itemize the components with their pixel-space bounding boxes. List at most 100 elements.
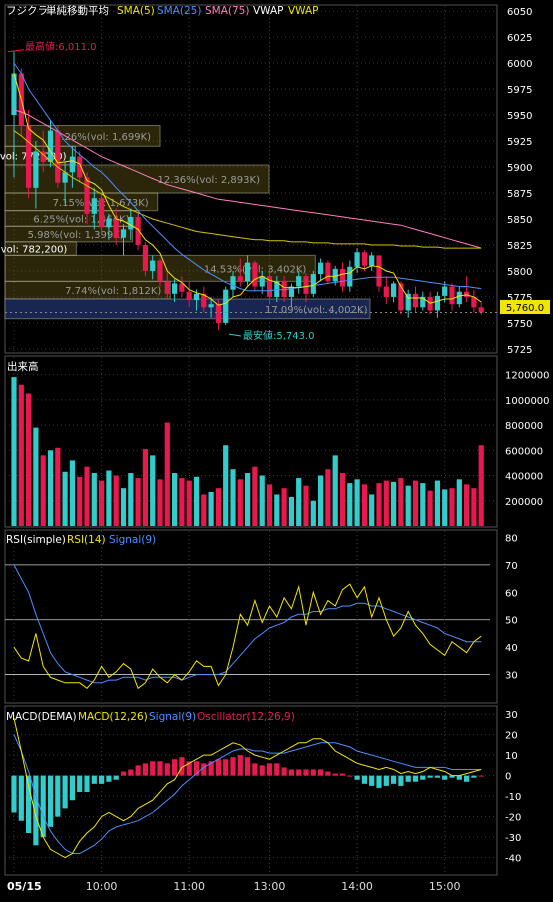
volume-bar — [434, 480, 440, 526]
candle-body — [47, 130, 54, 162]
macd-layer — [11, 718, 484, 859]
volume-bar — [40, 455, 46, 526]
oscillator-bar — [318, 769, 324, 776]
volume-bar — [193, 476, 200, 526]
price-tick-label: 5950 — [507, 111, 532, 122]
volume-profile-label: 5.98%(vol: 1,399K) — [28, 230, 124, 241]
candle-body — [456, 291, 462, 305]
oscillator-bar — [215, 759, 221, 776]
oscillator-bar — [33, 775, 39, 846]
legend-rsi14[interactable]: RSI(14) — [67, 534, 106, 546]
candle-body — [464, 291, 470, 297]
macd-tick-label: -10 — [505, 792, 521, 803]
volume-panel-frame — [4, 355, 498, 528]
candle-body — [259, 276, 265, 287]
volume-bar — [347, 483, 353, 526]
time-axis-label: 15:00 — [429, 880, 461, 893]
oscillator-bar — [427, 775, 433, 778]
legend-sma25[interactable]: SMA(25) — [157, 5, 201, 17]
candle-body — [69, 156, 75, 173]
oscillator-bar — [347, 775, 353, 777]
legend-sma75[interactable]: SMA(75) — [205, 5, 249, 17]
candle-body — [252, 262, 258, 287]
oscillator-bar — [434, 775, 440, 778]
volume-tick-label: 600000 — [505, 446, 543, 457]
volume-bar — [325, 469, 331, 526]
volume-bar — [106, 470, 112, 526]
legend-vwap-yellow[interactable]: VWAP — [288, 5, 319, 17]
candle-body — [383, 286, 389, 297]
candle-body — [99, 198, 105, 228]
volume-bar — [55, 447, 61, 526]
volume-bar — [142, 449, 148, 526]
oscillator-bar — [339, 773, 346, 776]
oscillator-bar — [252, 763, 258, 776]
time-axis-label: 14:00 — [341, 880, 373, 893]
oscillator-bar — [245, 757, 251, 776]
candle-body — [318, 262, 324, 275]
legend-sma5[interactable]: SMA(5) — [117, 5, 155, 17]
volume-bar — [47, 450, 54, 526]
oscillator-bar — [77, 775, 83, 793]
oscillator-bar — [325, 771, 331, 776]
candle-body — [157, 260, 163, 282]
rsi-panel-title: RSI(simple) — [6, 534, 66, 546]
candle-body — [135, 216, 141, 245]
volume-bar — [442, 489, 448, 526]
oscillator-bar — [62, 775, 68, 809]
oscillator-bar — [281, 767, 287, 776]
candle-body — [376, 255, 382, 287]
candle-body — [164, 281, 170, 294]
price-tick-label: 5875 — [507, 189, 532, 200]
volume-bar — [361, 484, 367, 526]
oscillator-bar — [208, 761, 214, 776]
macd-tick-label: 10 — [505, 751, 518, 762]
volume-bar — [310, 500, 316, 526]
candle-body — [420, 296, 426, 308]
volume-bar — [18, 384, 24, 526]
volume-tick-label: 200000 — [505, 497, 543, 508]
legend-rsi-signal[interactable]: Signal(9) — [109, 534, 156, 546]
volume-bar — [266, 484, 273, 526]
legend-vwap-white[interactable]: VWAP — [253, 5, 284, 17]
volume-bar — [84, 466, 90, 526]
volume-bar — [77, 476, 83, 526]
oscillator-bar — [150, 761, 156, 776]
volume-bar — [201, 494, 207, 526]
volume-bar — [288, 496, 294, 526]
oscillator-bar — [164, 763, 170, 776]
candle-body — [142, 244, 148, 271]
candle-body — [230, 276, 236, 290]
candle-body — [288, 286, 294, 297]
oscillator-bar — [412, 775, 419, 782]
oscillator-bar — [201, 763, 207, 776]
overlay-name: 単純移動平均 — [46, 4, 109, 17]
macd-tick-label: -40 — [505, 854, 521, 865]
legend-oscillator[interactable]: Oscillator(12,26,9) — [197, 711, 295, 723]
volume-bar — [398, 478, 404, 526]
volume-bar — [26, 393, 32, 526]
sma75-line — [13, 109, 482, 249]
volume-bar — [464, 484, 470, 526]
rsi-tick-label: 40 — [505, 643, 518, 654]
oscillator-bar — [135, 765, 141, 776]
volume-bar — [259, 475, 265, 526]
volume-bar — [303, 485, 309, 526]
volume-bar — [274, 494, 280, 526]
candle-body — [274, 281, 280, 297]
time-axis-label: 05/15 — [7, 880, 42, 893]
candle-body — [77, 156, 83, 178]
sma25-line — [13, 62, 482, 292]
moving-average-layer — [5, 62, 497, 314]
legend-macd[interactable]: MACD(12,26) — [78, 711, 148, 723]
candle-body — [245, 262, 251, 282]
candle-body — [449, 286, 455, 305]
rsi-layer — [13, 564, 482, 690]
legend-macd-signal[interactable]: Signal(9) — [149, 711, 196, 723]
candle-body — [55, 130, 61, 183]
volume-bar — [208, 491, 214, 526]
candle-body — [223, 289, 229, 323]
oscillator-bar — [186, 761, 192, 776]
volume-bar — [223, 445, 229, 526]
